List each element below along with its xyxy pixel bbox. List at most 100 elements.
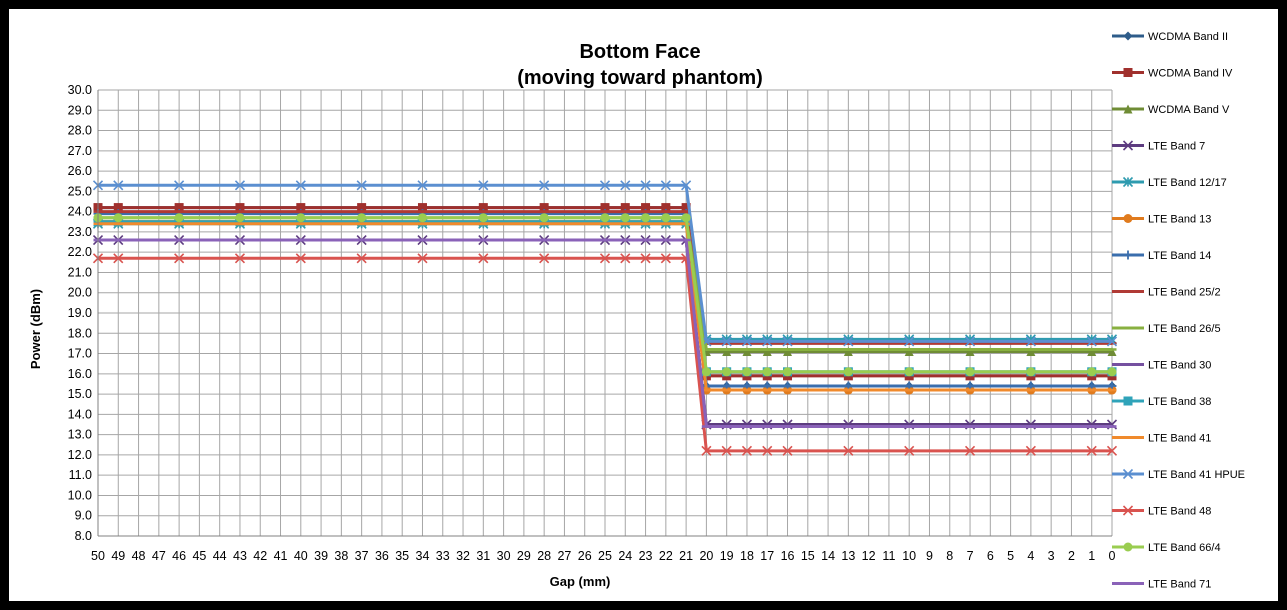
data-point xyxy=(1106,336,1118,347)
data-point xyxy=(1025,336,1036,347)
legend-marker xyxy=(1122,140,1134,151)
x-tick-label: 11 xyxy=(882,549,895,563)
data-point xyxy=(113,203,123,213)
data-point xyxy=(620,253,631,264)
series-lte-band-48 xyxy=(92,253,1118,456)
legend-marker xyxy=(1122,176,1134,188)
x-tick-label: 34 xyxy=(416,549,430,563)
data-point xyxy=(640,253,651,264)
y-tick-label: 8.0 xyxy=(75,529,92,543)
x-tick-label: 38 xyxy=(334,549,348,563)
x-tick-label: 13 xyxy=(841,549,855,563)
grid xyxy=(97,89,1113,537)
y-tick-label: 22.0 xyxy=(68,245,92,259)
legend-entry: LTE Band 7 xyxy=(1112,140,1205,153)
data-point xyxy=(357,213,367,223)
legend-entry: WCDMA Band II xyxy=(1112,31,1228,43)
data-point xyxy=(762,347,772,357)
y-tick-label: 30.0 xyxy=(68,83,92,97)
data-point xyxy=(539,253,550,264)
data-point xyxy=(356,253,367,264)
x-tick-label: 22 xyxy=(659,549,673,563)
legend-entry: WCDMA Band IV xyxy=(1112,68,1233,80)
y-tick-label: 24.0 xyxy=(68,205,92,219)
x-tick-label: 47 xyxy=(152,549,166,563)
data-point xyxy=(1025,445,1036,456)
data-point xyxy=(641,213,651,223)
x-tick-label: 29 xyxy=(517,549,531,563)
x-tick-label: 31 xyxy=(476,549,490,563)
data-point xyxy=(295,253,306,264)
data-point xyxy=(1087,347,1097,357)
data-point xyxy=(1026,367,1036,377)
legend-label: LTE Band 66/4 xyxy=(1148,542,1221,554)
y-tick-label: 13.0 xyxy=(68,428,92,442)
data-point xyxy=(600,213,610,223)
data-point xyxy=(599,180,611,191)
y-tick-label: 25.0 xyxy=(68,184,92,198)
legend-label: LTE Band 13 xyxy=(1148,214,1211,226)
x-tick-label: 41 xyxy=(274,549,288,563)
legend: WCDMA Band II WCDMA Band IV WCDMA Band V LT… xyxy=(1112,31,1245,591)
legend-label: LTE Band 71 xyxy=(1148,579,1211,591)
data-point xyxy=(721,336,732,347)
data-point xyxy=(762,367,772,377)
legend-entry: LTE Band 48 xyxy=(1112,505,1211,518)
y-tick-label: 21.0 xyxy=(68,265,92,279)
data-point xyxy=(478,213,488,223)
x-tick-label: 17 xyxy=(760,549,774,563)
y-tick-label: 17.0 xyxy=(68,347,92,361)
x-tick-label: 0 xyxy=(1109,549,1116,563)
series-layer xyxy=(92,180,1118,456)
data-point xyxy=(1086,336,1097,347)
x-tick-label: 19 xyxy=(720,549,734,563)
data-point xyxy=(964,445,976,456)
data-point xyxy=(539,203,549,213)
data-point xyxy=(113,253,124,264)
x-tick-label: 21 xyxy=(679,549,693,563)
x-tick-label: 48 xyxy=(132,549,146,563)
x-tick-label: 42 xyxy=(253,549,267,563)
data-point xyxy=(701,445,712,456)
data-point xyxy=(701,367,711,377)
data-point xyxy=(539,213,549,223)
legend-entry: LTE Band 14 xyxy=(1112,250,1211,262)
chart-title-line-2: (moving toward phantom) xyxy=(517,67,763,89)
x-tick-label: 43 xyxy=(233,549,247,563)
data-point xyxy=(478,253,489,264)
legend-label: LTE Band 25/2 xyxy=(1148,287,1221,299)
data-point xyxy=(661,213,671,223)
legend-label: LTE Band 30 xyxy=(1148,360,1211,372)
data-point xyxy=(599,253,611,264)
data-point xyxy=(478,203,488,213)
y-tick-label: 23.0 xyxy=(68,225,92,239)
data-point xyxy=(783,367,793,377)
data-point xyxy=(762,445,773,456)
chart-area: 8.0 9.0 10.0 11.0 12.0 13.0 14.0 15.0 16.0 17.0 18… xyxy=(9,9,1278,601)
data-point xyxy=(235,203,245,213)
legend-entry: LTE Band 66/4 xyxy=(1112,542,1221,554)
y-tick-label: 28.0 xyxy=(68,124,92,138)
data-point xyxy=(965,367,975,377)
series-lte-band-71 xyxy=(93,238,1117,429)
x-tick-label: 32 xyxy=(456,549,470,563)
y-tick-label: 12.0 xyxy=(68,448,92,462)
data-point xyxy=(722,347,732,357)
y-tick-label: 26.0 xyxy=(68,164,92,178)
legend-entry: WCDMA Band V xyxy=(1112,104,1230,116)
x-tick-label: 28 xyxy=(537,549,551,563)
data-point xyxy=(174,213,184,223)
data-point xyxy=(661,203,671,213)
data-point xyxy=(174,180,185,191)
x-tick-label: 24 xyxy=(618,549,632,563)
data-point xyxy=(904,445,915,456)
legend-marker xyxy=(1123,104,1133,114)
legend-label: LTE Band 14 xyxy=(1148,250,1211,262)
legend-label: WCDMA Band IV xyxy=(1148,68,1233,80)
data-point xyxy=(295,180,306,191)
data-point xyxy=(296,203,306,213)
data-point xyxy=(965,347,975,357)
legend-entry: LTE Band 38 xyxy=(1112,396,1211,408)
legend-label: LTE Band 7 xyxy=(1148,141,1205,153)
